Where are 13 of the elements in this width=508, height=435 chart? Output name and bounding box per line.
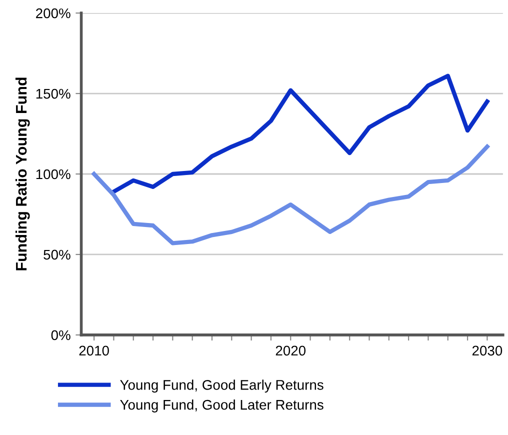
- line-series: [112, 74, 490, 194]
- y-tick-label: 0%: [51, 330, 70, 340]
- legend-label: Young Fund, Good Later Returns: [120, 400, 324, 412]
- x-tick-label: 2030: [472, 346, 502, 356]
- x-tick-label: 2020: [276, 346, 306, 356]
- y-tick-label: 50%: [44, 250, 70, 260]
- legend-label: Young Fund, Good Early Returns: [120, 380, 324, 393]
- y-axis-title: Funding Ratio Young Fund: [15, 78, 30, 270]
- x-tick-label: 2010: [79, 346, 109, 356]
- y-tick-label: 100%: [36, 169, 70, 180]
- y-tick-label: 150%: [36, 88, 70, 99]
- y-tick-label: 200%: [36, 8, 70, 18]
- line-series: [92, 144, 490, 246]
